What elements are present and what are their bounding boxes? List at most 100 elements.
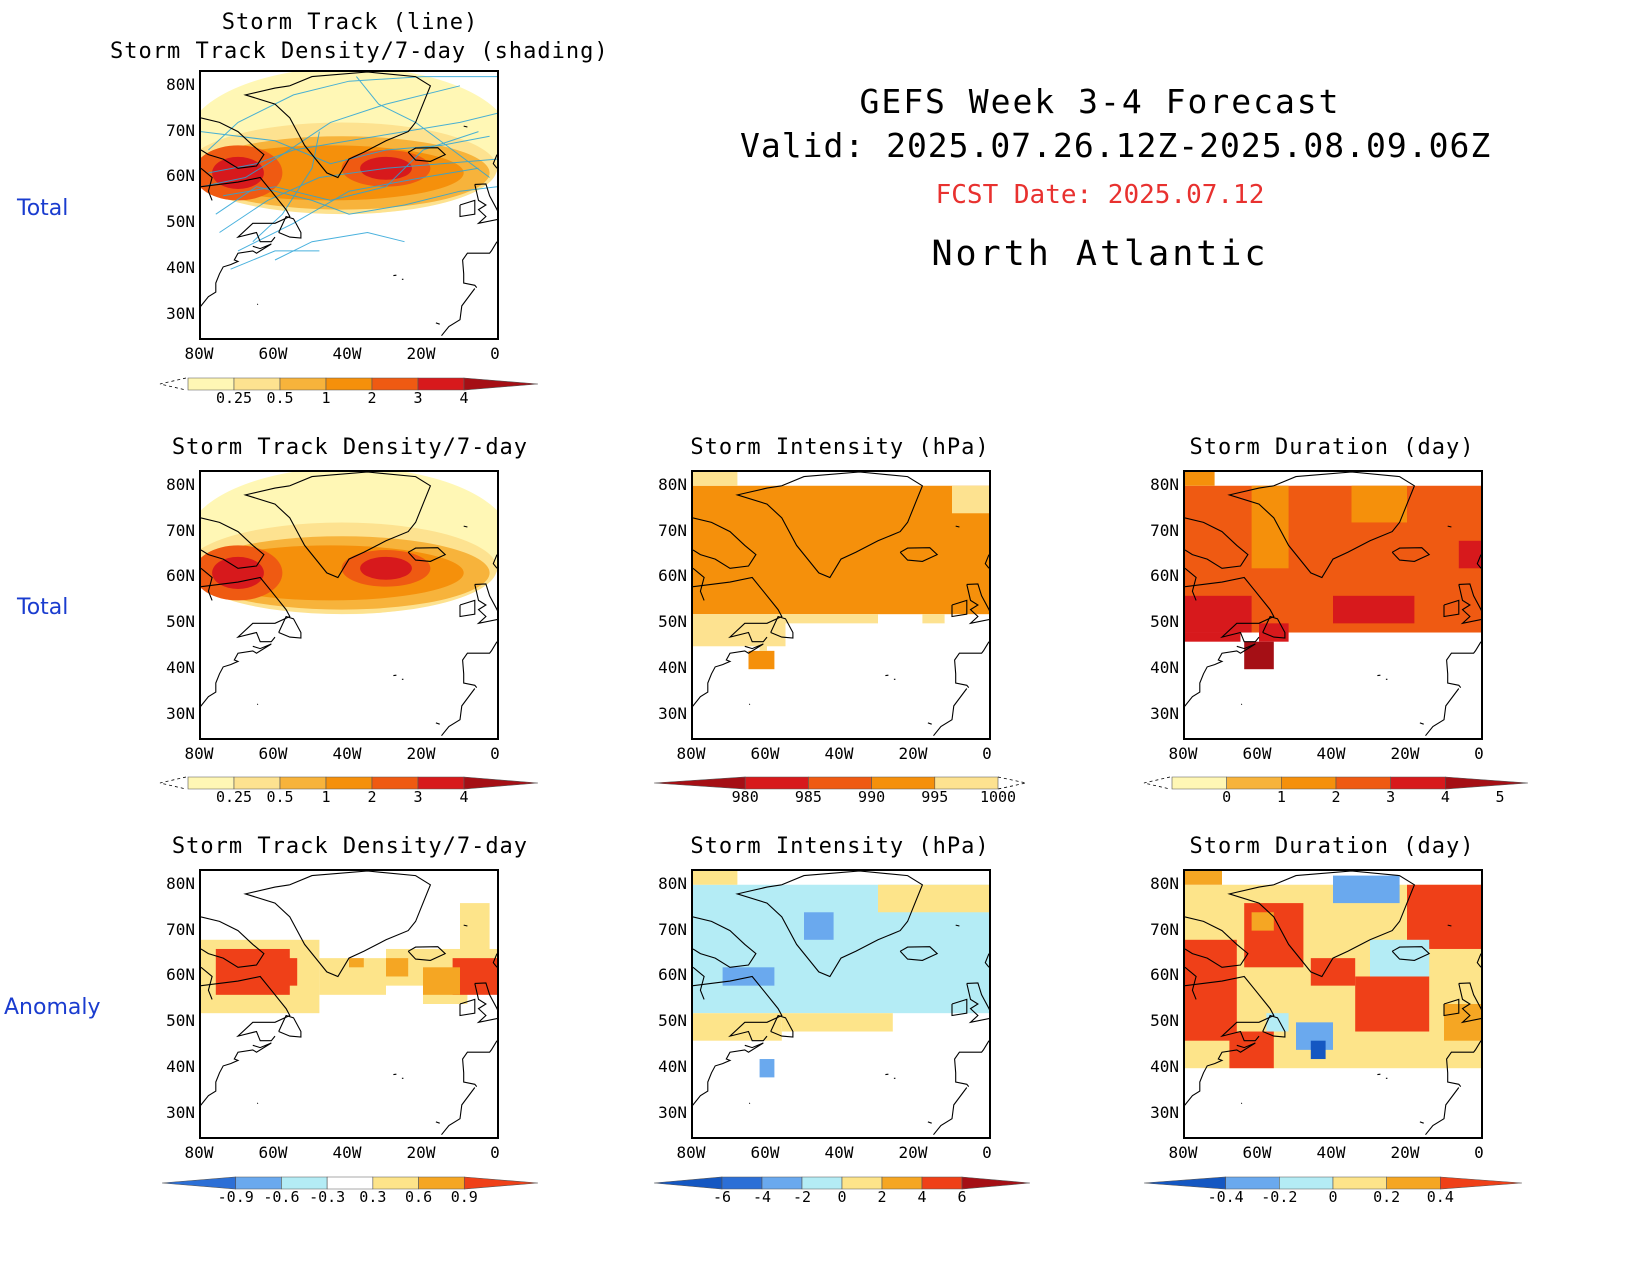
density-colorbar	[159, 377, 539, 391]
colorbar-label: 0	[1222, 788, 1232, 806]
row-label-anomaly: Anomaly	[4, 995, 101, 1020]
lon-tick-label: 60W	[1242, 1143, 1272, 1162]
lon-tick-label: 80W	[1168, 744, 1198, 763]
lat-tick-label: 40N	[658, 1057, 687, 1077]
colorbar-label: 2	[1331, 788, 1341, 806]
lon-tick-label: 20W	[406, 744, 436, 763]
row-label-track: Total	[17, 196, 69, 221]
colorbar-swatch	[934, 776, 999, 790]
colorbar-label: 0.5	[266, 788, 294, 806]
colorbar-label: 3	[413, 389, 423, 407]
lat-tick-label: 30N	[166, 1103, 195, 1123]
colorbar-label: -6	[712, 1188, 732, 1206]
lon-tick-label: 40W	[824, 1143, 854, 1162]
colorbar-label: 0.6	[405, 1188, 433, 1206]
storm-density-anomaly-map	[199, 869, 499, 1139]
lon-tick-label: 20W	[406, 1143, 436, 1162]
colorbar-label: 0.25	[215, 788, 253, 806]
lat-tick-label: 30N	[658, 1103, 687, 1123]
lon-tick-label: 60W	[258, 344, 288, 363]
lon-tick-label: 20W	[898, 744, 928, 763]
forecast-title: GEFS Week 3-4 Forecast	[859, 82, 1341, 121]
colorbar-label: 4	[459, 389, 469, 407]
storm-duration-anomaly-map	[1183, 869, 1483, 1139]
lat-tick-label: 70N	[1150, 520, 1179, 540]
colorbar-label: 5	[1495, 788, 1505, 806]
lat-tick-label: 80N	[658, 474, 687, 494]
duration-panel-title: Storm Duration (day)	[1189, 435, 1475, 460]
density-anom-colorbar	[161, 1176, 539, 1190]
lat-tick-label: 60N	[166, 166, 195, 186]
duration-anomaly-panel-title: Storm Duration (day)	[1189, 834, 1475, 859]
colorbar-swatch	[463, 776, 539, 790]
colorbar-swatch	[1440, 1176, 1523, 1190]
lat-tick-label: 50N	[166, 212, 195, 232]
colorbar-swatch	[463, 377, 539, 391]
colorbar-label: 2	[877, 1188, 887, 1206]
storm-intensity-anomaly-map	[691, 869, 991, 1139]
row-label-total: Total	[17, 595, 69, 620]
lat-tick-label: 50N	[658, 612, 687, 632]
colorbar-label: 4	[917, 1188, 927, 1206]
colorbar-label: -0.4	[1207, 1188, 1244, 1206]
lat-tick-label: 70N	[1150, 919, 1179, 939]
colorbar-label: 1	[321, 788, 331, 806]
colorbar-label: -4	[752, 1188, 772, 1206]
lon-tick-label: 60W	[258, 744, 288, 763]
colorbar-label: -0.9	[217, 1188, 254, 1206]
lat-tick-label: 30N	[658, 704, 687, 724]
lat-tick-label: 60N	[658, 566, 687, 586]
lon-tick-label: 20W	[1390, 744, 1420, 763]
lat-tick-label: 80N	[1150, 474, 1179, 494]
lon-tick-label: 60W	[750, 1143, 780, 1162]
lat-tick-label: 70N	[658, 919, 687, 939]
lon-tick-label: 80W	[184, 1143, 214, 1162]
density-panel-title: Storm Track Density/7-day	[171, 435, 529, 460]
lat-tick-label: 80N	[658, 873, 687, 893]
colorbar-label: 995	[921, 788, 949, 806]
lon-tick-label: 20W	[406, 344, 436, 363]
lat-tick-label: 30N	[166, 704, 195, 724]
lat-tick-label: 80N	[166, 74, 195, 94]
density-colorbar	[159, 776, 539, 790]
lat-tick-label: 60N	[1150, 965, 1179, 985]
colorbar-label: 0.25	[215, 389, 253, 407]
colorbar-label: 990	[858, 788, 886, 806]
lat-tick-label: 50N	[658, 1011, 687, 1031]
lat-tick-label: 80N	[1150, 873, 1179, 893]
colorbar-swatch	[463, 1176, 539, 1190]
lat-tick-label: 50N	[166, 612, 195, 632]
lon-tick-label: 0	[1474, 744, 1484, 763]
colorbar-label: 3	[413, 788, 423, 806]
colorbar-label: 4	[1440, 788, 1450, 806]
lon-tick-label: 40W	[1316, 1143, 1346, 1162]
colorbar-label: 1000	[979, 788, 1017, 806]
duration-colorbar	[1143, 776, 1529, 790]
lat-tick-label: 30N	[166, 304, 195, 324]
colorbar-label: 6	[957, 1188, 967, 1206]
lon-tick-label: 40W	[824, 744, 854, 763]
lon-tick-label: 0	[490, 1143, 500, 1162]
intensity-anomaly-panel-title: Storm Intensity (hPa)	[690, 834, 990, 859]
lon-tick-label: 40W	[332, 744, 362, 763]
lat-tick-label: 40N	[166, 658, 195, 678]
intensity-colorbar	[653, 776, 1027, 790]
lon-tick-label: 60W	[1242, 744, 1272, 763]
lat-tick-label: 40N	[1150, 658, 1179, 678]
colorbar-swatch	[961, 1176, 1031, 1190]
storm-intensity-map	[691, 470, 991, 740]
lat-tick-label: 60N	[1150, 566, 1179, 586]
lat-tick-label: 70N	[166, 120, 195, 140]
colorbar-swatch	[1445, 776, 1529, 790]
lat-tick-label: 70N	[166, 520, 195, 540]
lon-tick-label: 80W	[184, 744, 214, 763]
colorbar-label: -0.3	[309, 1188, 346, 1206]
colorbar-label: 2	[367, 389, 377, 407]
lon-tick-label: 60W	[750, 744, 780, 763]
colorbar-label: 0	[1328, 1188, 1338, 1206]
region-name: North Atlantic	[931, 234, 1269, 274]
colorbar-label: -0.2	[1261, 1188, 1298, 1206]
lon-tick-label: 0	[490, 744, 500, 763]
intensity-panel-title: Storm Intensity (hPa)	[690, 435, 990, 460]
lat-tick-label: 40N	[166, 1057, 195, 1077]
